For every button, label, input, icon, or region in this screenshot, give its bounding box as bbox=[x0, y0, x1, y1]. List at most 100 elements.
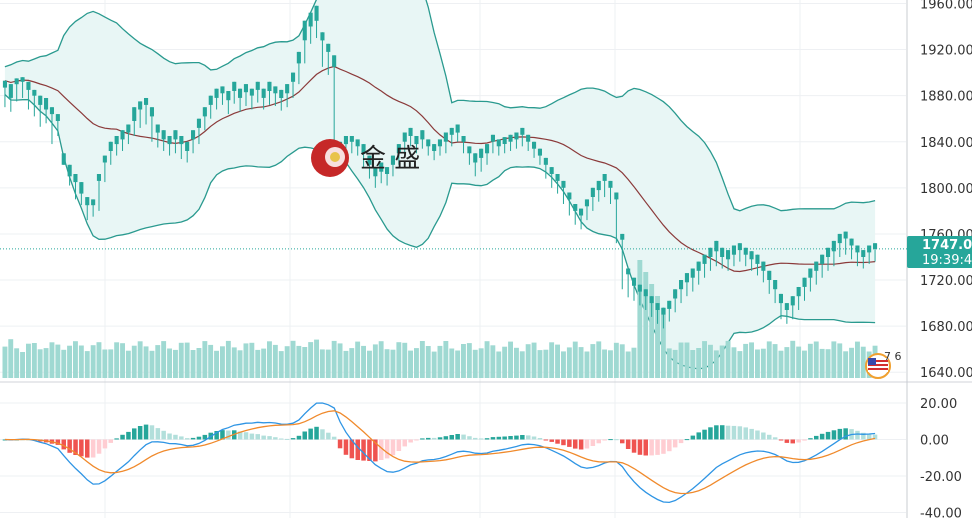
macd-histogram-bar bbox=[279, 438, 284, 440]
volume-bar bbox=[678, 342, 684, 378]
volume-bar bbox=[619, 344, 625, 378]
macd-histogram-bar bbox=[608, 439, 613, 441]
volume-bar bbox=[484, 341, 490, 378]
candle-body bbox=[443, 132, 448, 142]
macd-histogram-bar bbox=[537, 438, 543, 440]
macd-histogram-bar bbox=[508, 436, 513, 440]
volume-bar bbox=[225, 340, 231, 378]
volume-bar bbox=[367, 350, 372, 378]
macd-tick-label: 20.00 bbox=[920, 397, 957, 412]
macd-histogram-bar bbox=[220, 430, 225, 440]
candle-body bbox=[649, 296, 654, 304]
volume-bar bbox=[155, 345, 161, 378]
candle-body bbox=[784, 303, 789, 310]
macd-histogram-bar bbox=[649, 439, 654, 456]
macd-histogram-bar bbox=[384, 439, 390, 459]
macd-histogram-bar bbox=[637, 439, 643, 455]
volume-bar bbox=[784, 347, 790, 378]
macd-histogram-bar bbox=[714, 425, 719, 440]
volume-bar bbox=[149, 350, 155, 378]
macd-histogram-bar bbox=[808, 438, 813, 440]
volume-bar bbox=[331, 340, 337, 378]
volume-bar bbox=[555, 344, 560, 378]
candle-body bbox=[855, 245, 860, 253]
volume-bar bbox=[196, 348, 202, 378]
volume-bar bbox=[343, 350, 349, 378]
candle-body bbox=[831, 240, 836, 252]
volume-bar bbox=[472, 349, 478, 378]
candle-body bbox=[532, 141, 537, 149]
macd-histogram-bar bbox=[584, 439, 590, 449]
volume-bar bbox=[549, 342, 555, 378]
macd-histogram-bar bbox=[514, 435, 519, 440]
volume-bar bbox=[637, 260, 643, 378]
candle-body bbox=[314, 5, 319, 21]
price-tick-label: 1920.00 bbox=[920, 44, 972, 59]
candle-body bbox=[126, 124, 131, 133]
macd-histogram-bar bbox=[802, 439, 807, 441]
macd-histogram-bar bbox=[143, 424, 149, 440]
macd-histogram-bar bbox=[561, 439, 566, 446]
price-tick-label: 1800.00 bbox=[920, 182, 972, 197]
macd-histogram-bar bbox=[549, 439, 554, 442]
volume-bar bbox=[519, 351, 525, 378]
macd-histogram-bar bbox=[90, 439, 96, 458]
macd-histogram-bar bbox=[455, 434, 460, 440]
candle-body bbox=[555, 174, 560, 181]
macd-histogram-bar bbox=[620, 439, 625, 444]
candle-body bbox=[326, 43, 331, 52]
macd-histogram-bar bbox=[784, 439, 790, 443]
volume-bar bbox=[837, 343, 843, 378]
macd-histogram-bar bbox=[814, 435, 819, 440]
candle-body bbox=[285, 84, 290, 94]
macd-histogram-bar bbox=[408, 439, 413, 443]
volume-bar bbox=[437, 345, 443, 378]
macd-histogram-bar bbox=[772, 437, 778, 440]
flag-count: 7 6 bbox=[884, 350, 902, 363]
macd-histogram-bar bbox=[361, 439, 366, 461]
macd-histogram-bar bbox=[496, 436, 502, 440]
volume-bar bbox=[749, 342, 754, 378]
macd-histogram-bar bbox=[302, 431, 307, 440]
macd-tick-label: -20.00 bbox=[920, 470, 962, 485]
candle-body bbox=[291, 72, 296, 82]
volume-bar bbox=[649, 284, 655, 378]
candle-body bbox=[220, 86, 225, 94]
macd-histogram-bar bbox=[126, 431, 131, 440]
candle-body bbox=[473, 153, 478, 163]
volume-bar bbox=[396, 342, 402, 378]
volume-bar bbox=[278, 351, 284, 378]
volume-bar bbox=[737, 351, 743, 378]
volume-bar bbox=[419, 341, 425, 378]
macd-histogram-bar bbox=[185, 438, 190, 440]
candle-body bbox=[843, 231, 848, 239]
volume-bar bbox=[514, 347, 519, 378]
macd-histogram-bar bbox=[108, 439, 113, 443]
candle-body bbox=[44, 98, 49, 110]
macd-histogram-bar bbox=[137, 426, 143, 440]
candle-body bbox=[185, 141, 190, 151]
volume-bar bbox=[602, 349, 607, 378]
candle-body bbox=[8, 84, 13, 98]
volume-bar bbox=[855, 341, 860, 378]
candle-body bbox=[20, 77, 25, 82]
macd-histogram-bar bbox=[296, 435, 302, 440]
macd-histogram-bar bbox=[132, 428, 137, 440]
candle-body bbox=[296, 51, 301, 64]
macd-histogram-bar bbox=[672, 439, 678, 448]
volume-bar bbox=[725, 340, 731, 378]
macd-histogram-bar bbox=[631, 439, 637, 453]
macd-histogram-bar bbox=[79, 439, 84, 457]
macd-histogram-bar bbox=[273, 437, 278, 440]
volume-bar bbox=[796, 346, 802, 378]
macd-histogram-bar bbox=[684, 439, 690, 441]
macd-histogram-bar bbox=[614, 439, 619, 441]
candle-body bbox=[743, 247, 748, 255]
candle-body bbox=[32, 89, 37, 96]
price-tick-label: 1640.00 bbox=[920, 366, 972, 381]
candle-body bbox=[837, 233, 842, 244]
candle-body bbox=[238, 88, 243, 98]
macd-histogram-bar bbox=[866, 433, 872, 440]
macd-histogram-bar bbox=[755, 430, 760, 440]
volume-bar bbox=[284, 346, 290, 378]
